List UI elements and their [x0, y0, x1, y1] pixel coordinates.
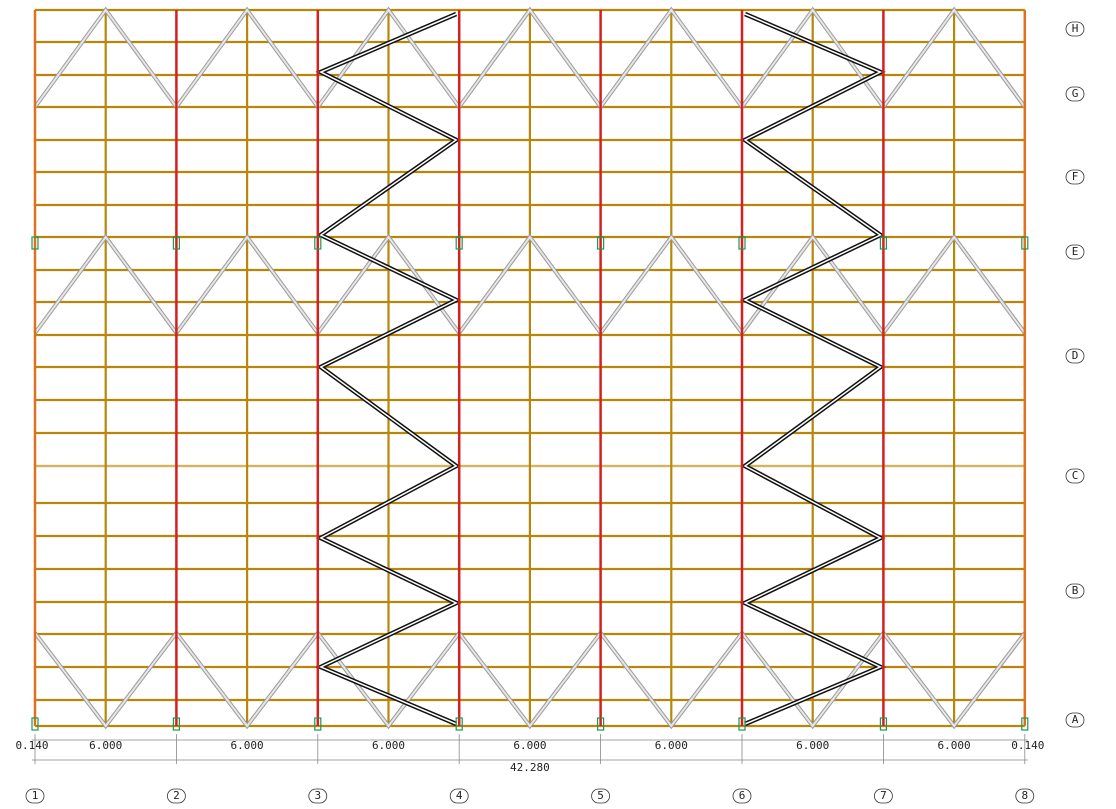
base-plate: [455, 236, 463, 250]
dimension-text: 6.000: [655, 739, 688, 752]
grid-row-label: G: [1072, 87, 1079, 100]
grid-bubble: [166, 788, 186, 804]
grid-bubble: [1065, 21, 1085, 37]
base-plate: [879, 236, 888, 250]
dimension-text: 0.140: [1011, 739, 1044, 752]
dimension-text: 6.000: [231, 739, 264, 752]
grid-bubble: [1065, 244, 1085, 260]
base-plate: [455, 717, 463, 731]
grid-bubble: [874, 788, 893, 804]
base-plate: [596, 717, 605, 731]
dimension-total: 42.280: [510, 761, 550, 774]
grid-column-label: 5: [597, 789, 604, 802]
grid-bubble: [308, 788, 328, 804]
grid-row-label: A: [1072, 713, 1079, 726]
grid-column-label: 2: [173, 789, 180, 802]
base-plate: [1021, 236, 1029, 250]
grid-column-label: 7: [880, 789, 887, 802]
base-plate: [1021, 717, 1029, 731]
grid-column-label: 3: [314, 789, 321, 802]
bracing-core: [743, 13, 883, 725]
truss-core: [34, 8, 1026, 109]
base-plate: [879, 717, 888, 731]
grid-bubble: [449, 788, 469, 804]
grid-bubble: [25, 788, 45, 804]
base-plate: [31, 236, 39, 250]
grid-row-label: C: [1072, 469, 1079, 482]
grid-row-label: B: [1072, 584, 1079, 597]
dimension-text: 0.140: [15, 739, 48, 752]
grid-bubble: [1065, 583, 1085, 599]
base-plate: [172, 717, 180, 731]
grid-bubble: [1065, 348, 1085, 364]
dimension-text: 6.000: [796, 739, 829, 752]
grid-row-label: F: [1072, 170, 1079, 183]
grid-row-label: E: [1072, 245, 1079, 258]
grid-bubble: [591, 788, 610, 804]
dimension-text: 6.000: [938, 739, 971, 752]
grid-row-label: H: [1072, 22, 1079, 35]
grid-column-label: 4: [456, 789, 463, 802]
dimension-text: 6.000: [372, 739, 405, 752]
base-plate: [172, 236, 180, 250]
base-plate: [31, 717, 39, 731]
dimension-text: 6.000: [89, 739, 122, 752]
grid-column-label: 6: [739, 789, 746, 802]
dimension-text: 6.000: [513, 739, 546, 752]
grid-bubble: [1065, 169, 1085, 185]
grid-bubble: [1065, 712, 1085, 728]
base-plate: [314, 717, 322, 731]
grid-bubble: [1065, 86, 1085, 102]
base-plate: [596, 236, 605, 250]
grid-column-label: 8: [1021, 789, 1028, 802]
grid-bubble: [1015, 788, 1035, 804]
bracing-core: [318, 13, 458, 725]
grid-column-label: 1: [32, 789, 39, 802]
grid-bubble: [732, 788, 752, 804]
grid-row-label: D: [1072, 349, 1079, 362]
truss-core: [34, 235, 1026, 335]
grid-bubble: [1065, 468, 1085, 484]
base-plate: [314, 236, 322, 250]
truss-core: [34, 631, 1026, 728]
base-plate: [738, 717, 746, 731]
base-plate: [738, 236, 746, 250]
